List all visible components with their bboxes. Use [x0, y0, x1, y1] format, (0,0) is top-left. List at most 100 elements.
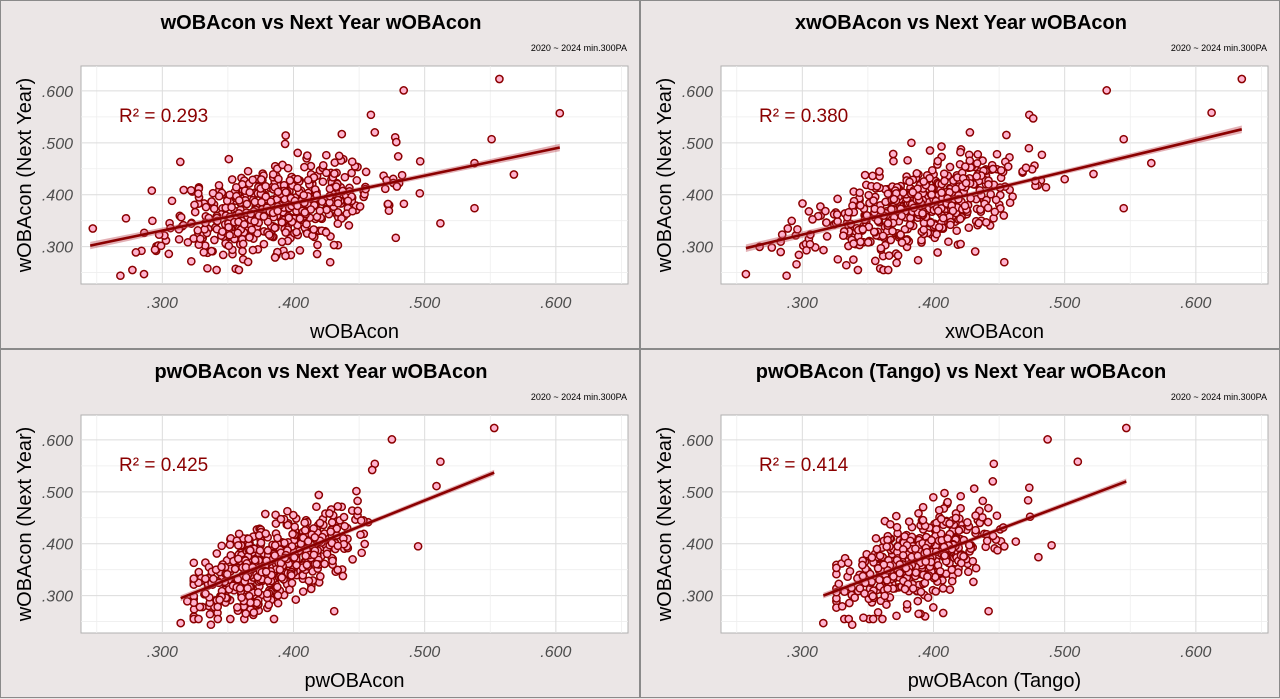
data-point [399, 199, 409, 209]
data-point [340, 172, 350, 182]
data-point [233, 540, 243, 550]
data-point [838, 231, 848, 241]
data-point [969, 484, 979, 493]
data-point [919, 177, 929, 186]
data-point [329, 606, 339, 616]
chart-panel-2: xwOBAcon vs Next Year wOBAcon 2020 ~ 2024… [640, 0, 1280, 349]
data-point [227, 175, 237, 184]
data-point [940, 176, 949, 186]
chart-subtitle: 2020 ~ 2024 min.300PA [531, 392, 627, 402]
data-point [387, 435, 397, 444]
data-point [905, 177, 914, 187]
data-point [331, 182, 341, 191]
data-point [283, 506, 292, 516]
data-point [233, 228, 243, 238]
data-point [261, 181, 270, 191]
data-point [892, 611, 901, 621]
data-point [415, 188, 425, 198]
data-point [982, 536, 992, 546]
data-point [312, 559, 321, 569]
data-point [841, 260, 851, 270]
data-point [139, 269, 149, 279]
y-tick-label: .300 [42, 589, 73, 606]
data-point [776, 247, 786, 257]
y-tick-label: .300 [682, 240, 713, 257]
data-point [870, 256, 880, 266]
data-point [347, 157, 357, 167]
data-point [156, 241, 166, 251]
data-point [946, 220, 955, 230]
data-point [248, 245, 258, 255]
chart-title: xwOBAcon vs Next Year wOBAcon [795, 12, 1127, 34]
data-point [209, 204, 219, 214]
data-point [956, 503, 965, 513]
data-point [864, 190, 874, 200]
data-point [295, 246, 305, 255]
data-point [900, 584, 910, 594]
data-point [225, 230, 234, 240]
data-point [231, 182, 241, 192]
data-point [318, 177, 328, 187]
chart-subtitle: 2020 ~ 2024 min.300PA [1171, 392, 1267, 402]
data-point [850, 593, 860, 602]
data-point [357, 548, 367, 558]
data-point [787, 216, 797, 226]
data-point [893, 251, 903, 260]
data-point [295, 214, 305, 223]
data-point [413, 541, 423, 551]
data-point [951, 184, 960, 194]
data-point [432, 481, 441, 491]
data-point [856, 237, 865, 247]
data-point [333, 565, 343, 575]
data-point [366, 110, 376, 120]
trend-line [822, 480, 1127, 597]
data-point [872, 544, 882, 554]
data-point [217, 562, 226, 572]
data-point [999, 257, 1009, 267]
x-tick-label: .600 [540, 644, 571, 661]
data-point [495, 74, 504, 84]
data-point [326, 527, 336, 536]
data-point [309, 550, 319, 560]
data-point [273, 591, 283, 600]
data-point [347, 168, 356, 178]
data-point [973, 150, 983, 159]
data-point [281, 228, 291, 237]
data-point [1119, 134, 1129, 144]
data-point [908, 187, 918, 197]
data-point [290, 522, 300, 532]
data-point [277, 237, 287, 247]
data-point [952, 226, 962, 236]
data-point [261, 192, 271, 202]
data-point [292, 227, 301, 237]
data-point [116, 271, 125, 281]
data-point [244, 534, 253, 544]
data-point [833, 254, 843, 264]
data-point [273, 187, 283, 197]
data-point [956, 147, 965, 157]
data-point [174, 234, 184, 244]
data-point [911, 568, 921, 577]
data-point [353, 506, 363, 516]
data-point [333, 198, 343, 208]
x-tick-label: .400 [918, 295, 949, 312]
y-tick-label: .300 [682, 589, 713, 606]
data-point [904, 517, 914, 526]
data-point [391, 233, 401, 243]
data-point [193, 226, 203, 235]
data-point [206, 620, 216, 630]
data-point [436, 218, 445, 228]
y-tick-label: .600 [42, 84, 73, 101]
x-axis-label: pwOBAcon (Tango) [908, 670, 1081, 692]
data-point [1024, 483, 1034, 493]
data-point [303, 175, 313, 185]
data-point [367, 465, 377, 475]
data-point [436, 457, 445, 467]
data-point [822, 218, 831, 227]
data-point [880, 591, 890, 601]
data-point [981, 218, 991, 227]
data-point [238, 239, 248, 249]
y-tick-label: .400 [42, 188, 73, 205]
data-point [333, 502, 343, 511]
data-point [361, 167, 371, 177]
